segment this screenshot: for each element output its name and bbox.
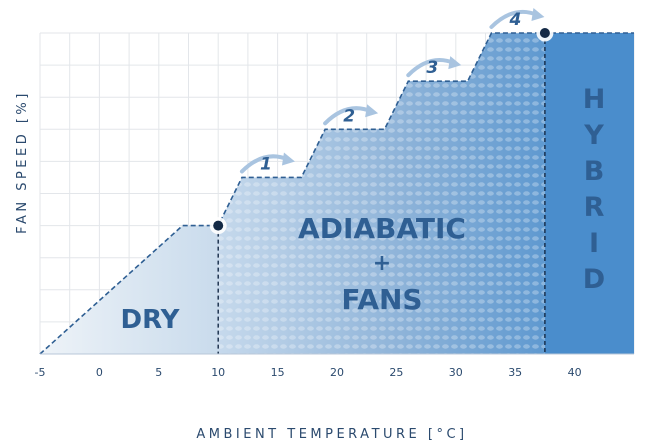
zone-label-adiabatic: ADIABATIC [298, 212, 466, 245]
zones [40, 33, 634, 354]
step-arrow-head [365, 104, 379, 118]
labels: -5 0 5 10 15 20 25 30 35 40 DRY ADIABATIC + FANS HYBRI… [35, 84, 606, 379]
step-arrow-head [448, 56, 462, 70]
x-tick-label: 10 [211, 366, 225, 379]
zone-label-adiabatic: + [373, 251, 391, 276]
zone-label-hybrid-letter: H [583, 84, 606, 115]
step-markers: 1 2 3 4 [239, 8, 545, 174]
x-tick-label: 15 [271, 366, 285, 379]
zone-label-hybrid-letter: D [583, 264, 605, 295]
series-line [39, 24, 634, 355]
x-tick-label: -5 [35, 366, 46, 379]
zone-label-hybrid-letter: Y [583, 120, 604, 151]
zone-label-dry: DRY [120, 305, 180, 335]
step-arrow-head [531, 8, 545, 21]
switch-point-marker [539, 28, 550, 38]
x-tick-label: 40 [568, 366, 582, 379]
step-arrow-head [281, 152, 295, 166]
zone-label-hybrid-letter: R [584, 192, 605, 223]
x-tick-label: 5 [155, 366, 162, 379]
switch-point-marker [213, 220, 224, 231]
x-tick-label: 0 [96, 366, 103, 379]
zone-hybrid [544, 33, 634, 354]
step-label: 1 [260, 154, 272, 174]
x-axis-label: AMBIENT TEMPERATURE [°C] [196, 427, 467, 442]
step-label: 3 [426, 58, 438, 78]
step-label: 4 [509, 10, 522, 30]
x-tick-label: 25 [389, 366, 403, 379]
zone-label-adiabatic: FANS [341, 283, 422, 316]
x-tick-label: 30 [449, 366, 463, 379]
zone-label-hybrid-letter: I [589, 228, 599, 259]
x-tick-label: 35 [508, 366, 522, 379]
step-label: 2 [343, 106, 355, 126]
zone-dry [40, 225, 219, 354]
zone-adiabatic-pattern [218, 33, 545, 354]
zone-label-hybrid-letter: B [584, 156, 605, 187]
y-axis-label: FAN SPEED [%] [15, 90, 30, 234]
x-tick-label: 20 [330, 366, 344, 379]
